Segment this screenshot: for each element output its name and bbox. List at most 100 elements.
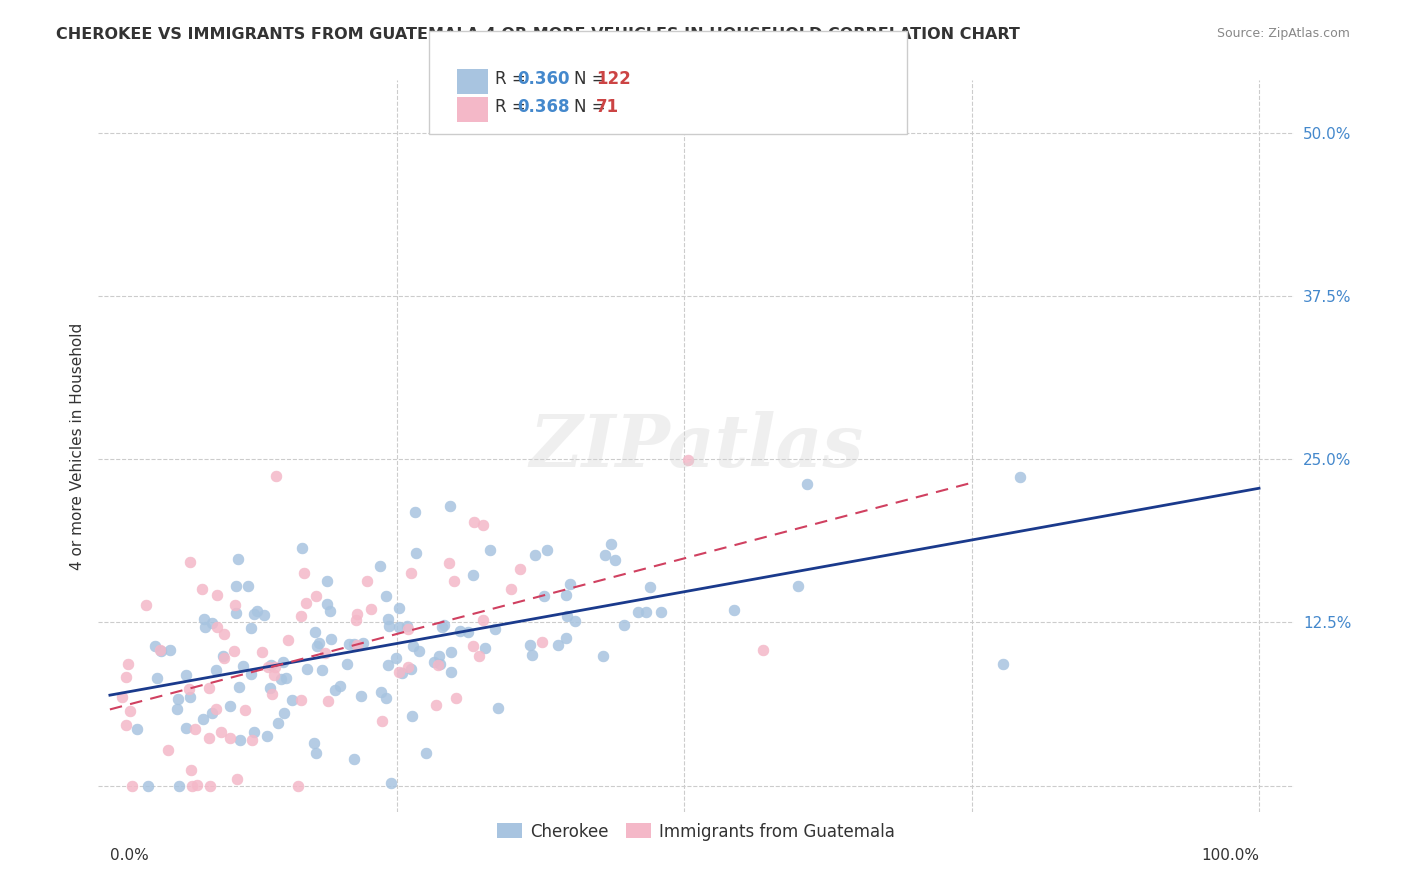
Point bbox=[117, 657, 139, 671]
Point bbox=[264, 469, 287, 483]
Point bbox=[256, 729, 278, 743]
Point bbox=[226, 772, 249, 786]
Point bbox=[650, 605, 672, 619]
Point bbox=[555, 609, 578, 624]
Point bbox=[290, 693, 312, 707]
Text: Source: ZipAtlas.com: Source: ZipAtlas.com bbox=[1216, 27, 1350, 40]
Point bbox=[467, 649, 489, 664]
Point bbox=[191, 582, 214, 596]
Point bbox=[533, 590, 555, 604]
Point bbox=[315, 598, 337, 612]
Point bbox=[143, 639, 166, 653]
Point bbox=[432, 617, 454, 632]
Point bbox=[385, 650, 408, 665]
Point bbox=[194, 620, 217, 634]
Point bbox=[277, 633, 299, 648]
Point bbox=[356, 574, 378, 589]
Point bbox=[391, 665, 413, 680]
Text: CHEROKEE VS IMMIGRANTS FROM GUATEMALA 4 OR MORE VEHICLES IN HOUSEHOLD CORRELATIO: CHEROKEE VS IMMIGRANTS FROM GUATEMALA 4 … bbox=[56, 27, 1021, 42]
Point bbox=[316, 574, 339, 588]
Text: 0.360: 0.360 bbox=[517, 70, 569, 87]
Point bbox=[201, 706, 224, 720]
Text: 71: 71 bbox=[596, 98, 619, 116]
Point bbox=[225, 580, 247, 594]
Point bbox=[314, 646, 336, 660]
Point bbox=[425, 698, 447, 712]
Point bbox=[457, 624, 479, 639]
Point bbox=[263, 668, 285, 682]
Point bbox=[240, 666, 263, 681]
Y-axis label: 4 or more Vehicles in Household: 4 or more Vehicles in Household bbox=[69, 322, 84, 570]
Point bbox=[207, 619, 229, 633]
Point bbox=[211, 648, 233, 663]
Point bbox=[302, 736, 325, 750]
Point bbox=[501, 582, 523, 597]
Point bbox=[233, 703, 256, 717]
Point bbox=[377, 612, 399, 626]
Point bbox=[174, 668, 197, 682]
Point bbox=[461, 639, 484, 653]
Point bbox=[197, 731, 219, 745]
Point bbox=[264, 659, 287, 673]
Point bbox=[191, 712, 214, 726]
Point bbox=[519, 638, 541, 652]
Point bbox=[370, 685, 392, 699]
Point bbox=[636, 605, 658, 619]
Point bbox=[555, 588, 578, 602]
Text: N =: N = bbox=[574, 98, 610, 116]
Point bbox=[212, 627, 235, 641]
Point bbox=[290, 608, 312, 623]
Point bbox=[259, 681, 281, 695]
Point bbox=[377, 658, 399, 673]
Point bbox=[201, 615, 224, 630]
Point bbox=[242, 724, 264, 739]
Point bbox=[752, 643, 775, 657]
Point bbox=[292, 566, 315, 580]
Point bbox=[136, 779, 159, 793]
Point bbox=[439, 499, 461, 513]
Point bbox=[388, 601, 411, 615]
Point bbox=[273, 706, 295, 721]
Point bbox=[443, 574, 465, 588]
Point bbox=[193, 612, 215, 626]
Point bbox=[432, 620, 454, 634]
Point bbox=[787, 578, 810, 592]
Point bbox=[408, 644, 430, 658]
Point bbox=[427, 648, 450, 663]
Point bbox=[343, 752, 366, 766]
Point bbox=[294, 596, 316, 610]
Point bbox=[297, 662, 319, 676]
Point bbox=[159, 643, 181, 657]
Point bbox=[287, 779, 309, 793]
Point bbox=[308, 636, 330, 650]
Point bbox=[439, 645, 461, 659]
Point bbox=[238, 579, 260, 593]
Point bbox=[371, 714, 394, 728]
Point bbox=[167, 692, 190, 706]
Point bbox=[474, 640, 496, 655]
Point bbox=[426, 657, 449, 672]
Point bbox=[484, 622, 506, 636]
Point bbox=[179, 690, 201, 705]
Point bbox=[401, 709, 423, 723]
Point bbox=[209, 724, 232, 739]
Point bbox=[554, 632, 576, 646]
Point bbox=[564, 614, 586, 628]
Point bbox=[267, 716, 290, 731]
Point bbox=[603, 553, 626, 567]
Point bbox=[121, 779, 143, 793]
Point bbox=[524, 548, 547, 562]
Point bbox=[212, 651, 235, 665]
Point bbox=[723, 603, 745, 617]
Text: 122: 122 bbox=[596, 70, 631, 87]
Point bbox=[174, 721, 197, 735]
Point bbox=[592, 648, 614, 663]
Point bbox=[240, 621, 263, 635]
Point bbox=[118, 704, 141, 718]
Point bbox=[627, 605, 650, 619]
Point bbox=[146, 671, 169, 685]
Point bbox=[274, 671, 297, 685]
Point bbox=[439, 665, 461, 680]
Point bbox=[177, 681, 200, 696]
Point bbox=[169, 779, 191, 793]
